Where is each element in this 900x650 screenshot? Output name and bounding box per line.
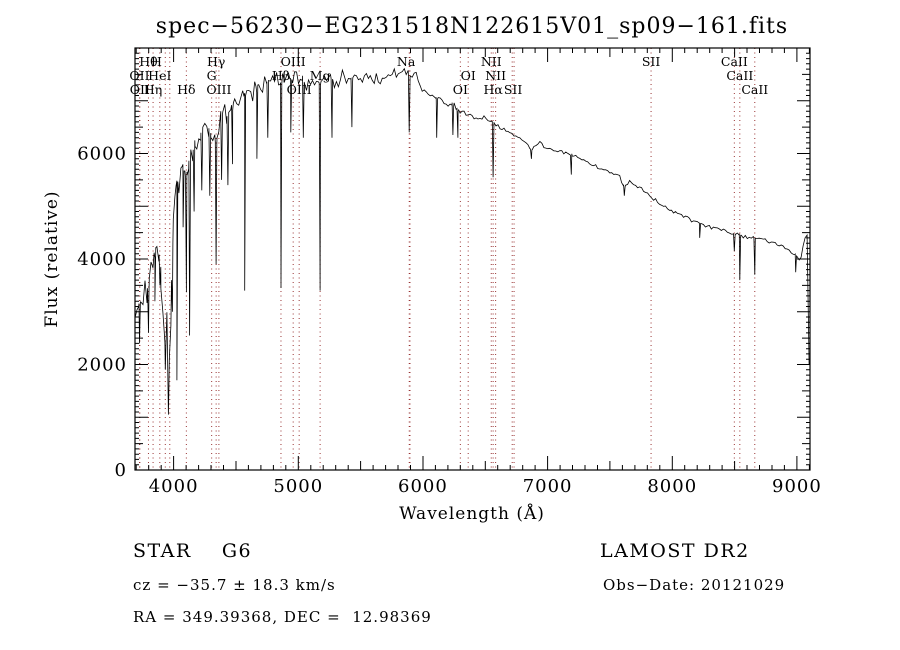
spectral-line-label: OIII xyxy=(206,82,231,97)
spectral-line-label: CaII xyxy=(721,54,748,69)
spectral-line-label: Hα xyxy=(483,82,503,97)
spectral-line-label: SII xyxy=(504,82,523,97)
y-tick-label: 2000 xyxy=(77,355,127,376)
x-axis-label: Wavelength (Å) xyxy=(399,503,545,524)
x-tick-label: 5000 xyxy=(273,476,323,497)
obs-date: Obs−Date: 20121029 xyxy=(603,576,786,594)
plot-frame xyxy=(134,47,811,471)
spectral-line-label: CaII xyxy=(741,82,768,97)
spectral-line-label: OII xyxy=(129,68,149,83)
spectral-line-label: Mg xyxy=(310,68,331,83)
spectral-line-label: Hη xyxy=(144,82,162,97)
y-tick-label: 6000 xyxy=(77,144,127,165)
spectral-line-label: HeI xyxy=(148,68,171,83)
spectral-line-label: Hθ xyxy=(139,54,157,69)
ra-dec-value: RA = 349.39368, DEC = 12.98369 xyxy=(133,608,432,626)
spectral-line-label: NII xyxy=(485,68,506,83)
chart-title: spec−56230−EG231518N122615V01_sp09−161.f… xyxy=(156,14,788,39)
object-class-label: STAR G6 xyxy=(133,540,253,562)
spectral-line-label: CaII xyxy=(726,68,753,83)
y-tick-label: 0 xyxy=(115,460,127,481)
line-markers-group xyxy=(138,48,756,470)
x-tick-label: 6000 xyxy=(398,476,448,497)
spectral-line-label: Na xyxy=(397,54,416,69)
x-tick-label: 7000 xyxy=(523,476,573,497)
spectral-line-label: SII xyxy=(642,54,661,69)
x-tick-label: 9000 xyxy=(772,476,822,497)
spectral-line-label: Hγ xyxy=(207,54,225,69)
y-axis-label: Flux (relative) xyxy=(42,190,62,327)
x-tick-label: 4000 xyxy=(149,476,199,497)
spectral-line-label: OII xyxy=(130,82,150,97)
spectral-line-label: G xyxy=(207,68,217,83)
y-tick-label: 4000 xyxy=(77,249,127,270)
spectral-line-label: OIII xyxy=(287,82,312,97)
spectral-line-label: H xyxy=(151,54,162,69)
survey-label: LAMOST DR2 xyxy=(600,540,750,562)
spectrum-line-group xyxy=(134,67,810,415)
x-tick-label: 8000 xyxy=(647,476,697,497)
spectral-line-label: NII xyxy=(481,54,502,69)
axis-ticks-group xyxy=(135,47,810,471)
spectral-line-label: OIII xyxy=(281,54,306,69)
spectral-line-label: OI xyxy=(453,82,468,97)
spectral-line-label: OI xyxy=(461,68,476,83)
spectral-line-label: Hδ xyxy=(177,82,195,97)
tick-labels-group: 4000 5000 6000 7000 8000 9000 0 2000 4000 6000 xyxy=(77,144,822,498)
spectral-line-label: Hβ xyxy=(272,68,290,83)
spectrum-path xyxy=(134,67,810,415)
cz-value: cz = −35.7 ± 18.3 km/s xyxy=(133,576,336,594)
